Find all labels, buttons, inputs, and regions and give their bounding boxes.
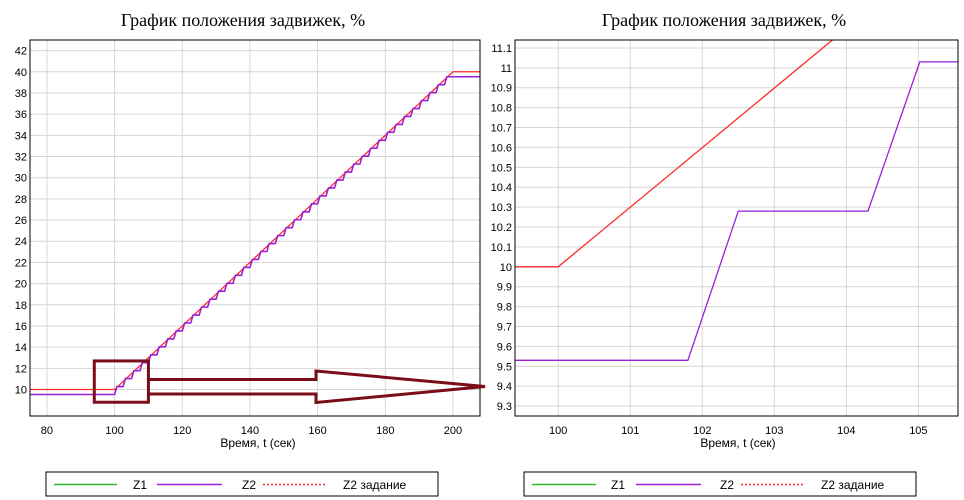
y-tick-label: 11 <box>501 63 512 75</box>
x-tick-label: 101 <box>621 425 639 437</box>
y-tick-label: 9.8 <box>497 302 512 314</box>
y-tick-label: 24 <box>15 236 27 248</box>
y-tick-label: 40 <box>15 67 27 79</box>
x-tick-label: 120 <box>173 425 191 437</box>
series-line-Z2 <box>30 75 480 396</box>
legend-item: Z2 <box>157 478 256 492</box>
legend-item: Z1 <box>54 478 147 492</box>
legend-item: Z2 <box>636 478 734 492</box>
plot-border <box>29 39 481 417</box>
legend-label: Z2 <box>720 478 734 492</box>
y-tick-label: 10.2 <box>491 222 512 234</box>
x-tick-label: 100 <box>105 425 123 437</box>
y-tick-label: 9.4 <box>497 381 512 393</box>
chart-1: График положения задвижек, % 80 100 120 140 1… <box>15 10 486 497</box>
y-tick-label: 36 <box>15 109 27 121</box>
chart-2: График положения задвижек, % 100 101 102 103… <box>491 10 959 497</box>
grid <box>30 40 480 416</box>
y-tick-label: 9.9 <box>497 282 512 294</box>
tick-labels: 80 100 120 140 160 180 200 10 12 14 16 18 20 22 24 26 28… <box>15 46 462 437</box>
chart-title: График положения задвижек, % <box>121 10 365 30</box>
x-tick-label: 180 <box>376 425 394 437</box>
legend-label: Z2 задание <box>821 478 885 492</box>
y-tick-label: 42 <box>15 46 27 58</box>
x-axis-title: Время, t (сек) <box>220 436 295 450</box>
y-tick-label: 9.7 <box>497 321 512 333</box>
y-tick-label: 10.8 <box>491 103 512 115</box>
y-tick-label: 28 <box>15 194 27 206</box>
x-tick-label: 200 <box>444 425 462 437</box>
legend: Z1 Z2 Z2 задание <box>523 471 917 497</box>
y-tick-label: 12 <box>15 363 27 375</box>
legend: Z1 Z2 Z2 задание <box>45 471 439 497</box>
y-tick-label: 9.6 <box>497 341 512 353</box>
y-tick-label: 10.6 <box>491 142 512 154</box>
x-tick-label: 100 <box>549 425 567 437</box>
x-axis-title: Время, t (сек) <box>700 436 775 450</box>
series-group <box>515 40 958 361</box>
y-tick-label: 10.4 <box>491 182 512 194</box>
y-tick-label: 26 <box>15 215 27 227</box>
legend-item: Z2 задание <box>263 478 407 492</box>
y-tick-label: 16 <box>15 321 27 333</box>
zoom-arrow <box>148 369 486 405</box>
chart-title: График положения задвижек, % <box>602 10 846 30</box>
legend-label: Z1 <box>133 478 147 492</box>
y-tick-label: 38 <box>15 88 27 100</box>
zoom-annotation <box>92 359 486 405</box>
y-tick-label: 10.9 <box>491 83 512 95</box>
plot-border <box>514 39 959 417</box>
tick-labels: 100 101 102 103 104 105 9.3 9.4 9.5 9.6 9.7 9.8 9.9 1… <box>491 43 928 437</box>
y-tick-label: 9.3 <box>497 401 512 413</box>
legend-label: Z2 задание <box>343 478 407 492</box>
y-tick-label: 10.1 <box>491 242 512 254</box>
legend-item: Z2 задание <box>741 478 885 492</box>
series-line-Z2 <box>515 61 958 361</box>
series-line-Z2-задание <box>30 71 480 391</box>
y-tick-label: 20 <box>15 279 27 291</box>
series-line-Z2-задание <box>515 40 834 268</box>
y-tick-label: 30 <box>15 173 27 185</box>
y-tick-label: 18 <box>15 300 27 312</box>
y-tick-label: 10.7 <box>491 123 512 135</box>
y-tick-label: 10.5 <box>491 162 512 174</box>
x-tick-label: 104 <box>837 425 855 437</box>
legend-label: Z1 <box>611 478 625 492</box>
series-group <box>30 71 480 396</box>
zoom-box <box>92 359 150 404</box>
y-tick-label: 32 <box>15 152 27 164</box>
x-tick-label: 102 <box>693 425 711 437</box>
y-tick-label: 10 <box>500 262 512 274</box>
x-tick-label: 103 <box>765 425 783 437</box>
y-tick-label: 11.1 <box>491 43 512 55</box>
y-tick-label: 14 <box>15 342 27 354</box>
y-tick-label: 10.3 <box>491 202 512 214</box>
y-tick-label: 9.5 <box>497 361 512 373</box>
x-tick-label: 80 <box>41 425 53 437</box>
y-tick-label: 34 <box>15 130 27 142</box>
y-tick-label: 22 <box>15 257 27 269</box>
x-tick-label: 140 <box>241 425 259 437</box>
x-tick-label: 105 <box>909 425 927 437</box>
legend-item: Z1 <box>532 478 625 492</box>
legend-label: Z2 <box>242 478 256 492</box>
x-tick-label: 160 <box>308 425 326 437</box>
y-tick-label: 10 <box>15 385 27 397</box>
grid <box>515 40 958 416</box>
